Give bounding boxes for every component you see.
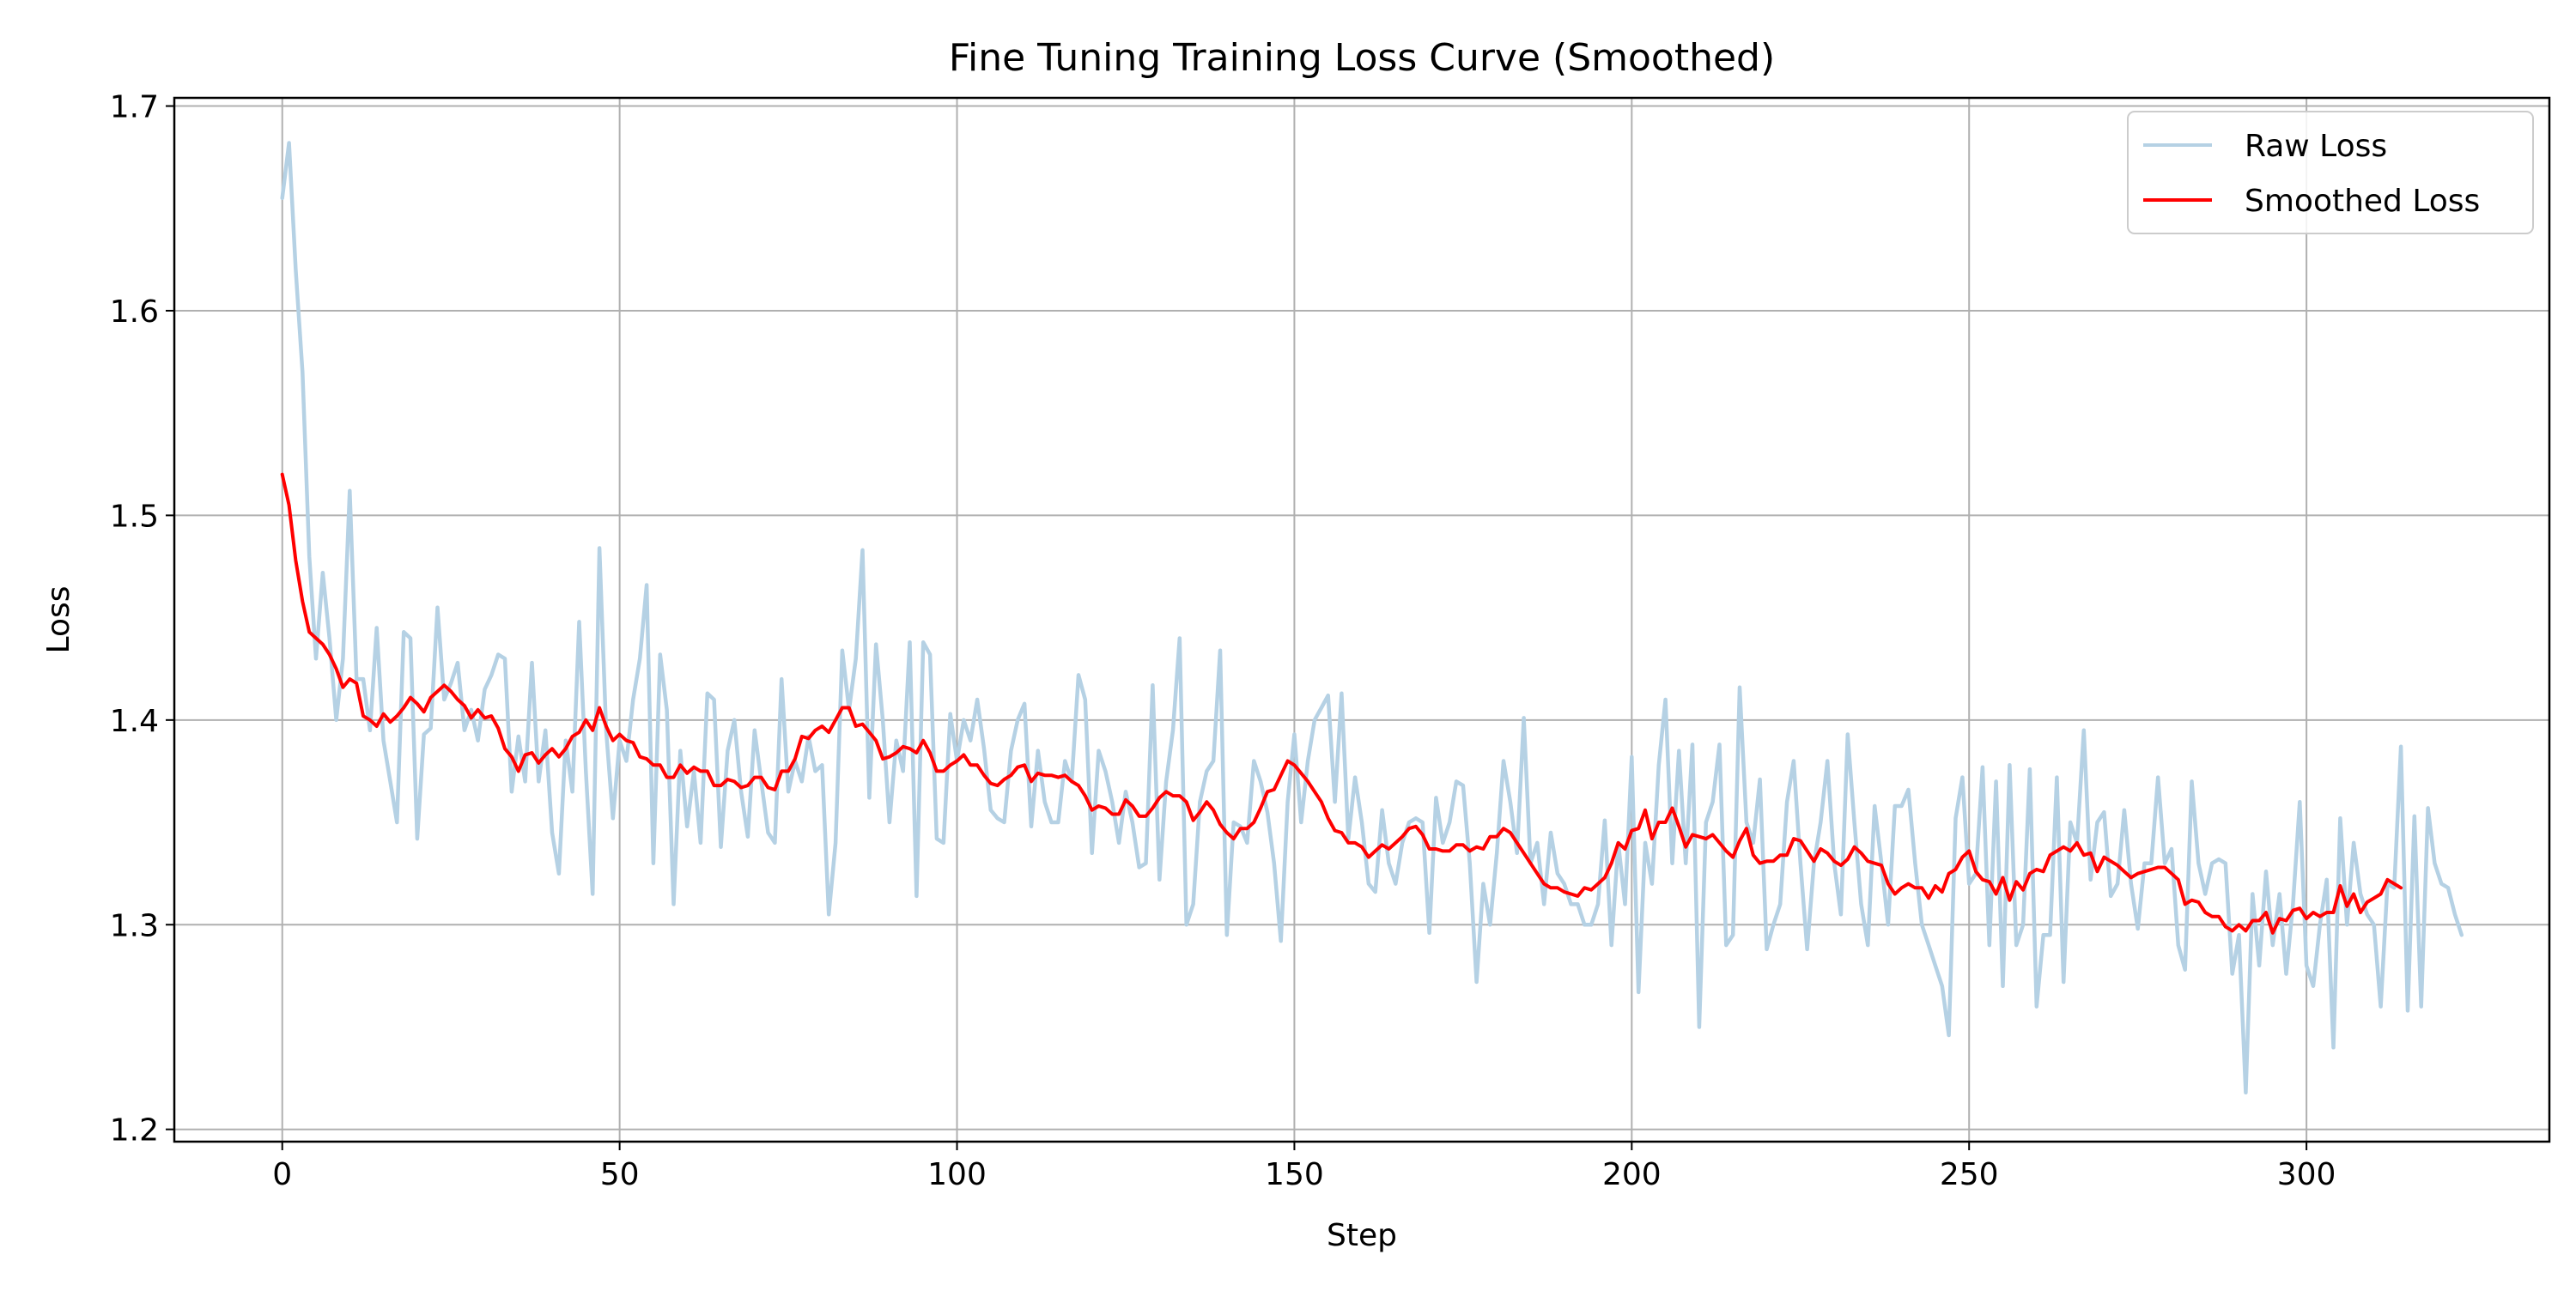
series-line-raw-loss	[280, 141, 2464, 1095]
x-tick-label-250: 250	[1940, 1157, 1999, 1192]
series-line-smoothed-loss	[280, 472, 2403, 935]
ticks: 0 50 100 150 200 250 300 1.2 1.3 1.4 1.5 1.6 1.7	[110, 90, 2336, 1192]
y-tick-label-1-3: 1.3	[110, 908, 159, 943]
x-tick-label-150: 150	[1265, 1157, 1324, 1192]
x-axis-label: Step	[1327, 1218, 1397, 1253]
chart-title: Fine Tuning Training Loss Curve (Smoothe…	[949, 36, 1775, 80]
x-tick-label-300: 300	[2277, 1157, 2336, 1192]
plot-frame	[173, 96, 2551, 1143]
y-tick-label-1-6: 1.6	[110, 294, 159, 330]
legend-label-smoothed-loss: Smoothed Loss	[2245, 184, 2480, 219]
y-tick-label-1-2: 1.2	[110, 1113, 159, 1149]
series-layer	[280, 141, 2464, 1095]
y-tick-label-1-7: 1.7	[110, 90, 159, 125]
legend-label-raw-loss: Raw Loss	[2245, 129, 2387, 164]
y-axis-label: Loss	[41, 586, 76, 654]
y-tick-label-1-4: 1.4	[110, 704, 159, 739]
y-tick-label-1-5: 1.5	[110, 499, 159, 534]
grid	[174, 98, 2549, 1142]
x-tick-label-100: 100	[927, 1157, 987, 1192]
x-tick-label-200: 200	[1602, 1157, 1662, 1192]
legend: Raw Loss Smoothed Loss	[2127, 111, 2534, 234]
legend-box	[2127, 111, 2534, 234]
x-tick-label-0: 0	[272, 1157, 292, 1192]
x-tick-label-50: 50	[600, 1157, 640, 1192]
